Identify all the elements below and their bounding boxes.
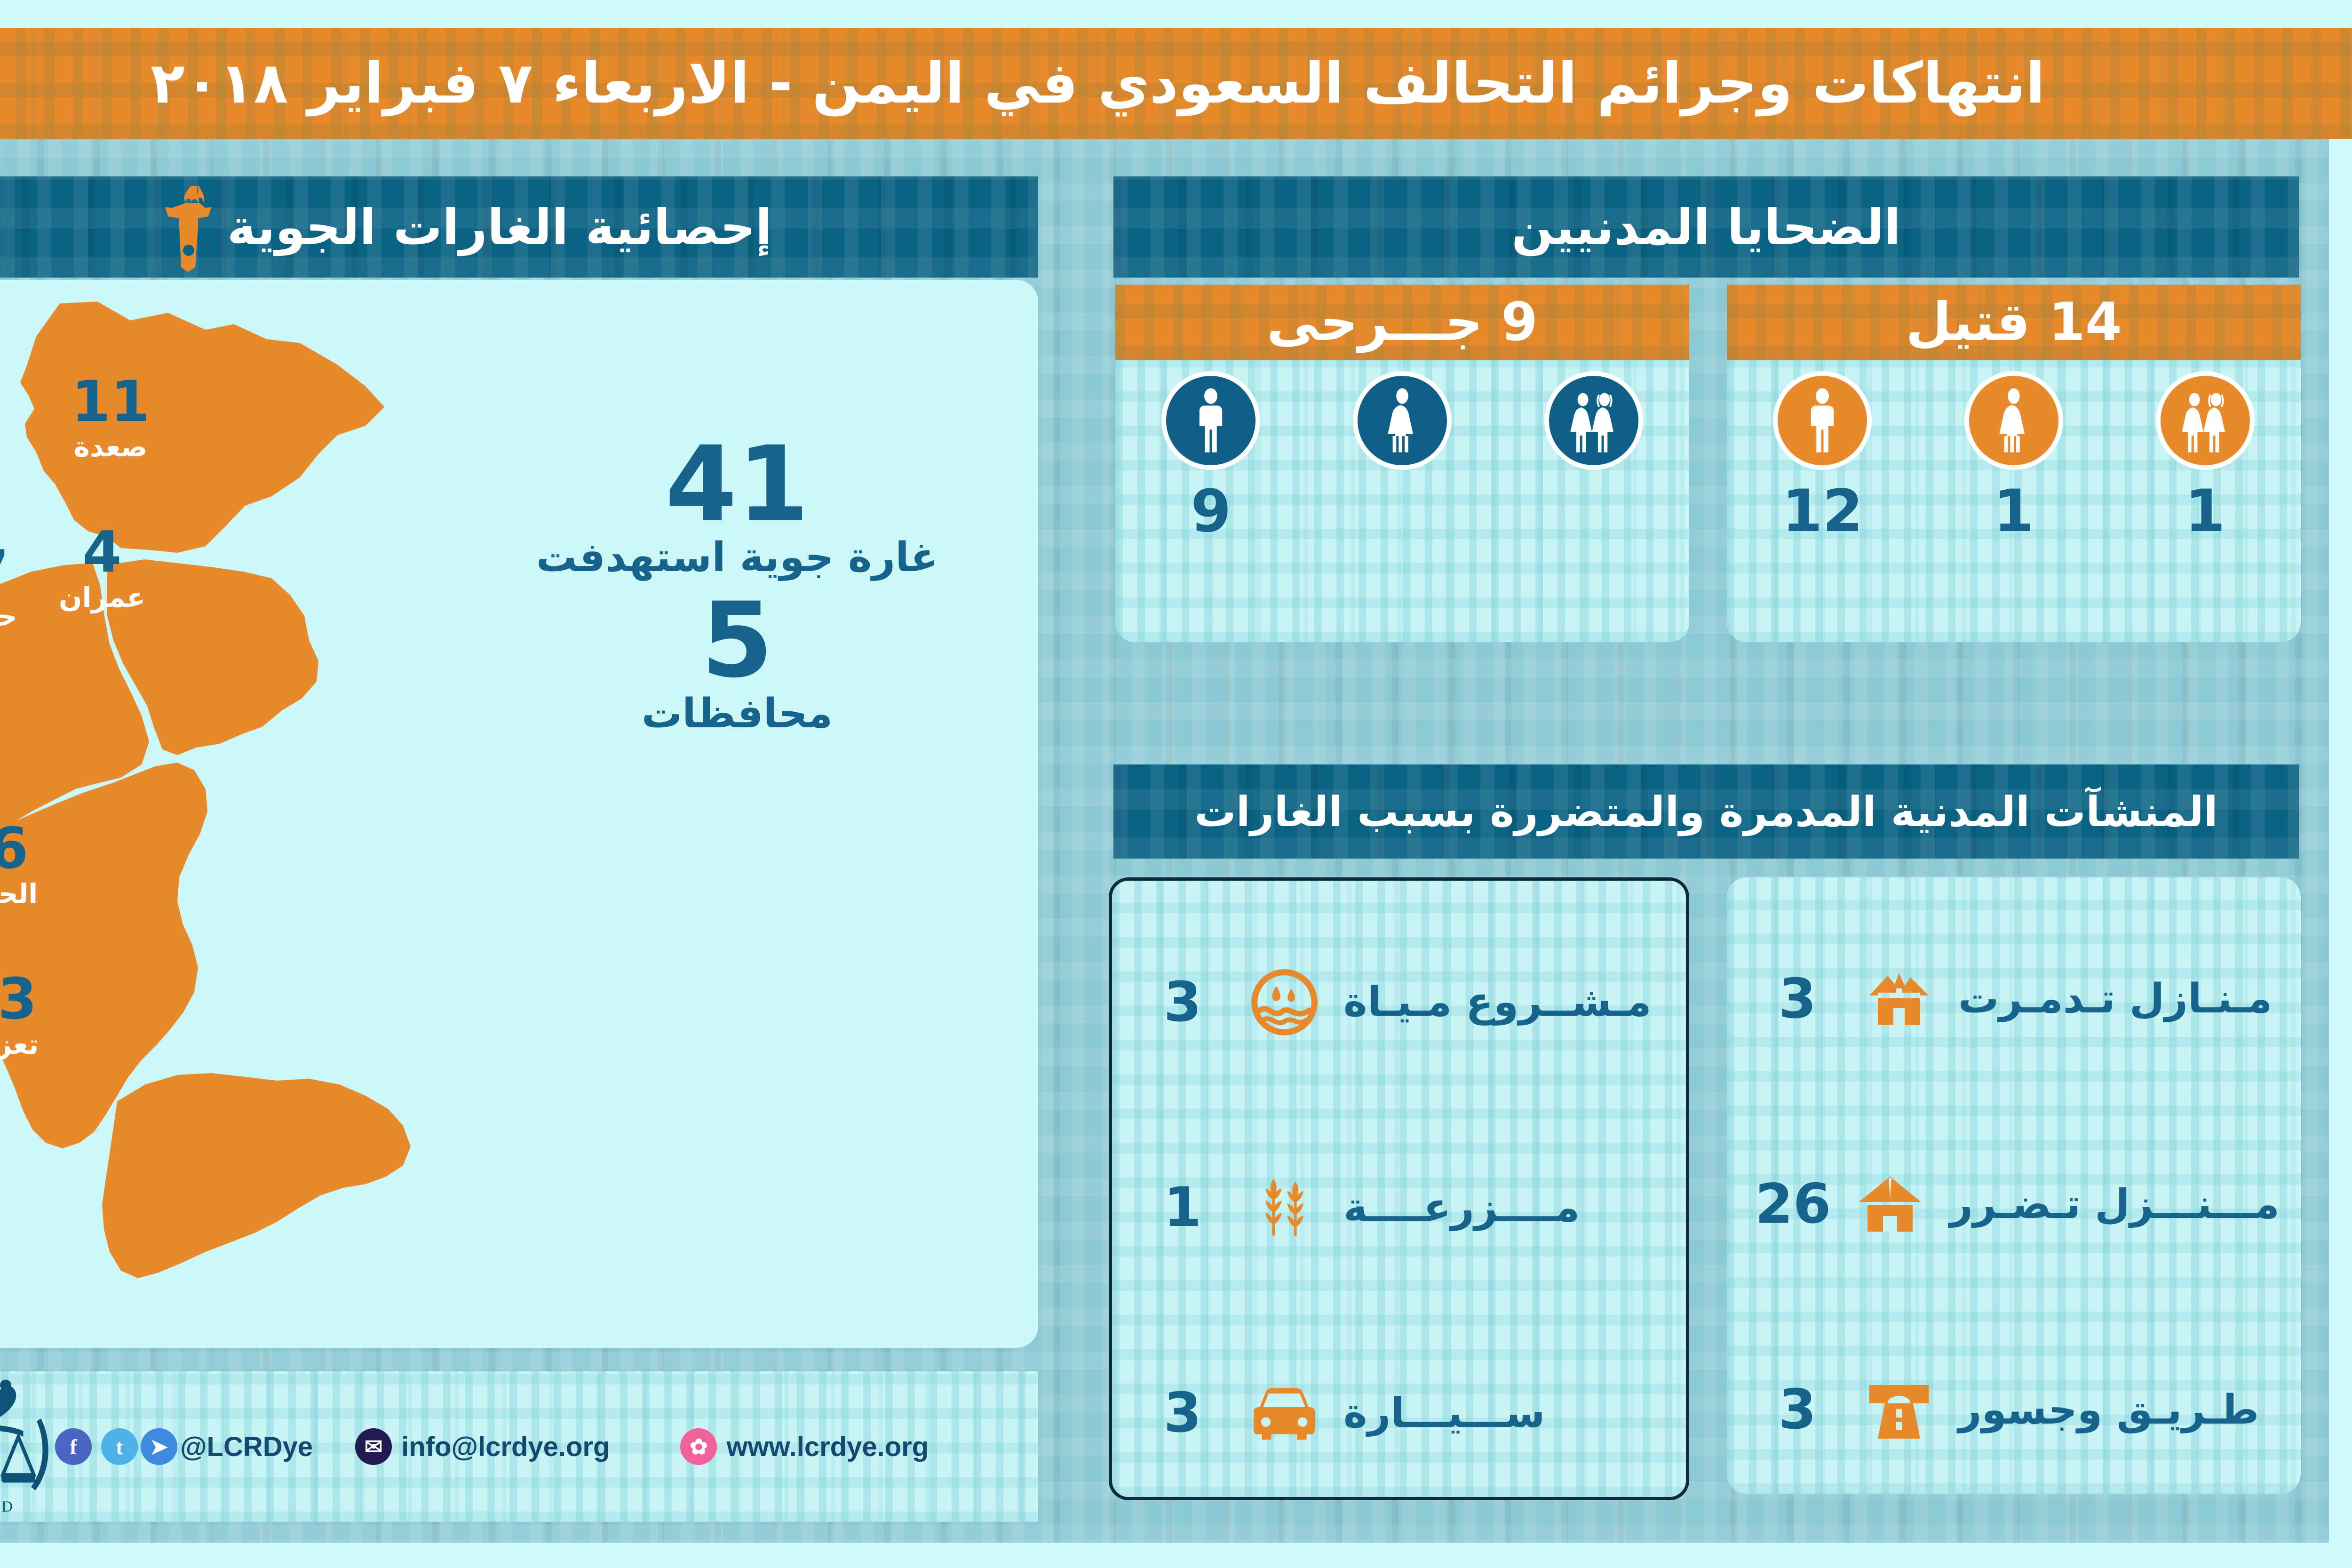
map-count-taiz: 3 bbox=[0, 967, 37, 1032]
airstrike-stats-block: 41 غارة جوية استهدفت 5 محافظات bbox=[464, 424, 1010, 737]
governorates-caption: محافظات bbox=[641, 690, 833, 737]
wounded-band-label: 9 جـــرحى bbox=[1266, 292, 1538, 353]
wounded-men-count: 9 bbox=[1191, 478, 1232, 545]
facility-row-roads-bridges: 3 طـريـق وجسور bbox=[1727, 1370, 2301, 1450]
children-icon bbox=[1549, 376, 1638, 465]
man-icon bbox=[1778, 376, 1867, 465]
map-count-hajjah: 7 bbox=[0, 543, 55, 600]
footer-panel: L.C.R.D f t ➤ @LCRDye ✉ info@lcrdye.org … bbox=[0, 1371, 1038, 1522]
house-icon bbox=[1848, 1164, 1932, 1244]
victims-card-killed: 14 قتيل bbox=[1727, 285, 2301, 642]
destroyed-houses-label: مـنـازل تـدمـرت bbox=[1958, 975, 2273, 1023]
page-title: انتهاكات وجرائم التحالف السعودي في اليمن… bbox=[150, 51, 2045, 116]
farms-count: 1 bbox=[1163, 1176, 1202, 1240]
water-projects-label: مـشــروع مـيـاة bbox=[1343, 979, 1652, 1026]
bomb-flame-icon bbox=[165, 184, 211, 272]
children-icon bbox=[2160, 376, 2250, 465]
map-name-amran: عمران bbox=[59, 581, 145, 613]
map-name-taiz: تعز bbox=[0, 1028, 39, 1060]
map-name-hudaydah: الحديدة bbox=[0, 878, 38, 910]
airstrike-section: إحصائية الغارات الجوية 11 صعدة bbox=[0, 139, 1063, 1543]
road-bridge-icon bbox=[1857, 1370, 1941, 1450]
water-project-icon bbox=[1242, 962, 1327, 1042]
killed-body: 12 1 1 bbox=[1727, 360, 2301, 642]
farms-label: مــــزرعــــة bbox=[1343, 1184, 1580, 1231]
footer-email-text: info@lcrdye.org bbox=[401, 1431, 610, 1462]
footer-social[interactable]: f t ➤ @LCRDye bbox=[55, 1428, 313, 1465]
destroyed-houses-count: 3 bbox=[1778, 967, 1817, 1031]
victims-card-wounded: 9 جـــرحى bbox=[1115, 285, 1689, 642]
victims-and-facilities-section: الضحايا المدنيين 14 قتيل bbox=[1085, 139, 2329, 1543]
killed-band: 14 قتيل bbox=[1727, 285, 2301, 360]
killed-men-count: 12 bbox=[1782, 478, 1863, 545]
airstrike-header-label: إحصائية الغارات الجوية bbox=[227, 198, 772, 256]
cars-label: ســـيـــارة bbox=[1343, 1389, 1545, 1437]
car-icon bbox=[1242, 1373, 1327, 1453]
wounded-body: 9 bbox=[1115, 360, 1689, 642]
map-name-saada: صعدة bbox=[73, 431, 148, 463]
telegram-icon[interactable]: ➤ bbox=[141, 1428, 177, 1465]
killed-children-count: 1 bbox=[2185, 478, 2225, 545]
facility-row-water-projects: 3 مـشــروع مـيـاة bbox=[1112, 962, 1686, 1042]
cars-count: 3 bbox=[1163, 1381, 1202, 1445]
lcrd-logo: L.C.R.D bbox=[0, 1376, 55, 1517]
map-count-hudaydah: 16 bbox=[0, 816, 29, 882]
twitter-icon[interactable]: t bbox=[101, 1428, 138, 1465]
yemen-map-shape bbox=[0, 302, 411, 1278]
killed-women-count: 1 bbox=[1993, 478, 2034, 545]
roads-bridges-label: طـريـق وجسور bbox=[1958, 1386, 2259, 1433]
farm-wheat-icon bbox=[1242, 1168, 1327, 1248]
map-count-amran: 4 bbox=[82, 520, 122, 585]
victims-section-header: الضحايا المدنيين bbox=[1113, 176, 2299, 278]
page-header: انتهاكات وجرائم التحالف السعودي في اليمن… bbox=[0, 28, 2352, 139]
globe-icon[interactable]: ✿ bbox=[680, 1428, 717, 1465]
footer-email[interactable]: ✉ info@lcrdye.org bbox=[355, 1428, 610, 1465]
total-raids-value: 41 bbox=[665, 424, 810, 544]
facility-row-destroyed-houses: 3 مـنـازل تـدمـرت bbox=[1727, 959, 2301, 1039]
damaged-houses-count: 26 bbox=[1755, 1172, 1831, 1236]
facilities-section-header: المنشآت المدنية المدمرة والمتضررة بسبب ا… bbox=[1113, 764, 2299, 859]
facility-row-cars: 3 ســـيـــارة bbox=[1112, 1373, 1686, 1453]
mail-icon[interactable]: ✉ bbox=[355, 1428, 392, 1465]
map-label-taiz: 3 تعز bbox=[0, 967, 83, 1060]
facebook-icon[interactable]: f bbox=[55, 1428, 92, 1465]
killed-band-label: 14 قتيل bbox=[1906, 292, 2122, 353]
map-name-hajjah: حجة bbox=[0, 600, 17, 632]
governorates-value: 5 bbox=[701, 580, 773, 700]
water-projects-count: 3 bbox=[1163, 970, 1202, 1034]
map-label-saada: 11 صعدة bbox=[35, 374, 186, 461]
facilities-header-label: المنشآت المدنية المدمرة والمتضررة بسبب ا… bbox=[1194, 787, 2218, 836]
airstrike-section-header: إحصائية الغارات الجوية bbox=[0, 176, 1038, 278]
facility-row-farms: 1 bbox=[1112, 1168, 1686, 1248]
footer-website-text: www.lcrdye.org bbox=[726, 1431, 929, 1462]
woman-icon bbox=[1969, 376, 2059, 465]
map-label-hajjah: 7 حجة bbox=[0, 543, 55, 630]
damaged-houses-label: مـــنـــزل تـضـرر bbox=[1949, 1180, 2280, 1228]
footer-social-handle: @LCRDye bbox=[180, 1431, 313, 1462]
facility-row-damaged-houses: 26 مـــنـــزل تـضـرر bbox=[1727, 1164, 2301, 1244]
map-label-amran: 4 عمران bbox=[32, 520, 173, 613]
facilities-card-services: 3 مـشــروع مـيـاة 1 bbox=[1109, 877, 1689, 1500]
roads-bridges-count: 3 bbox=[1778, 1378, 1817, 1442]
map-count-saada: 11 bbox=[71, 369, 150, 435]
man-icon bbox=[1166, 376, 1256, 465]
map-label-hudaydah: 16 الحديدة bbox=[0, 816, 79, 910]
total-raids-caption: غارة جوية استهدفت bbox=[536, 534, 938, 581]
footer-website[interactable]: ✿ www.lcrdye.org bbox=[680, 1428, 929, 1465]
wounded-band: 9 جـــرحى bbox=[1115, 285, 1689, 360]
yemen-map-panel: 11 صعدة 4 عمران 7 حجة 16 الحديدة 3 تعز 4… bbox=[0, 280, 1038, 1348]
svg-text:L.C.R.D: L.C.R.D bbox=[0, 1498, 14, 1515]
destroyed-house-icon bbox=[1857, 959, 1941, 1039]
facilities-card-structures: 3 مـنـازل تـدمـرت 26 bbox=[1727, 877, 2301, 1494]
victims-header-label: الضحايا المدنيين bbox=[1511, 198, 1901, 256]
woman-icon bbox=[1358, 376, 1447, 465]
